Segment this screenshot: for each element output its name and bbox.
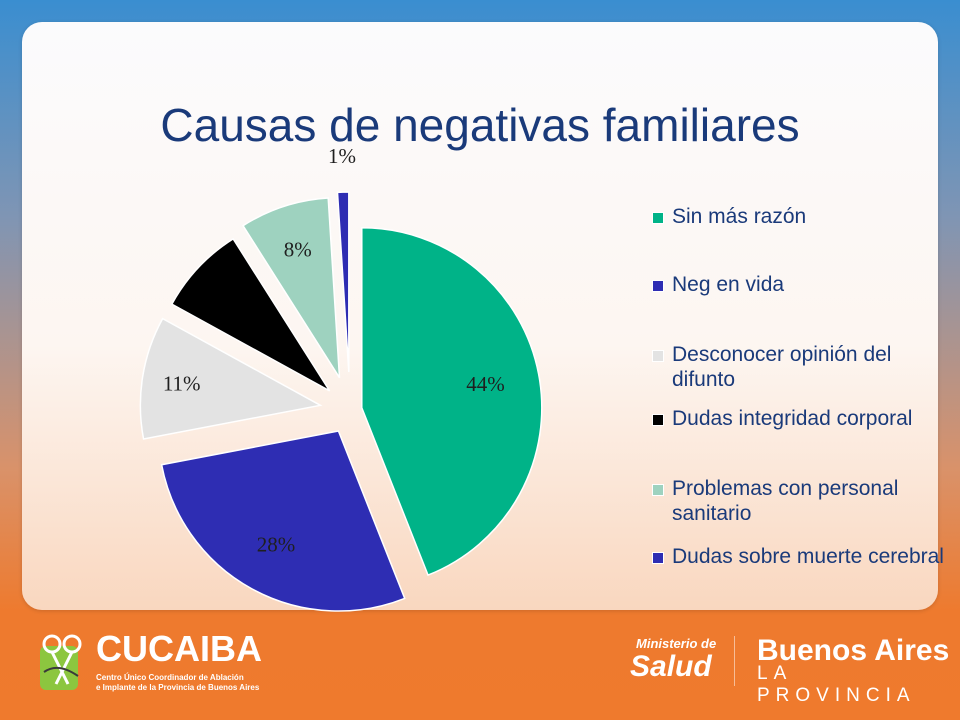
salud-label: Salud bbox=[630, 650, 712, 683]
pie-slice bbox=[160, 430, 406, 612]
pie-slice bbox=[139, 317, 323, 440]
legend-item: Sin más razón bbox=[652, 204, 952, 229]
pie-slice bbox=[336, 191, 350, 373]
legend-swatch bbox=[652, 212, 664, 224]
legend-swatch bbox=[652, 552, 664, 564]
la-provincia-label: LA PROVINCIA bbox=[757, 663, 916, 706]
footer-divider bbox=[734, 636, 735, 686]
cucaiba-name: CUCAIBA bbox=[96, 628, 262, 669]
pie-data-label: 11% bbox=[163, 371, 201, 395]
ministerio-label: Ministerio de bbox=[636, 636, 717, 651]
cucaiba-logo-icon bbox=[40, 634, 82, 690]
buenos-aires-label: Buenos Aires bbox=[757, 634, 950, 667]
pie-slice bbox=[242, 197, 341, 379]
legend-label: Neg en vida bbox=[672, 273, 785, 296]
pie-data-label: 8% bbox=[284, 237, 312, 261]
legend-label: Desconocer opinión del difunto bbox=[672, 343, 892, 391]
legend-item: Dudas sobre muerte cerebral bbox=[652, 544, 952, 569]
pie-data-label: 1% bbox=[328, 144, 356, 168]
legend-item: Dudas integridad corporal bbox=[652, 406, 952, 431]
legend-label: Sin más razón bbox=[672, 205, 807, 228]
legend-item: Desconocer opinión del difunto bbox=[652, 342, 952, 392]
pie-data-label: 28% bbox=[257, 533, 296, 557]
cucaiba-subtitle-2: e Implante de la Provincia de Buenos Air… bbox=[96, 683, 260, 692]
legend-swatch bbox=[652, 484, 664, 496]
pie-data-label: 44% bbox=[466, 372, 505, 396]
cucaiba-subtitle-1: Centro Único Coordinador de Ablación bbox=[96, 673, 244, 682]
legend-item: Problemas con personal sanitario bbox=[652, 476, 952, 526]
page-title: Causas de negativas familiares bbox=[160, 99, 800, 151]
legend-item: Neg en vida bbox=[652, 272, 952, 297]
legend-label: Dudas sobre muerte cerebral bbox=[672, 545, 944, 568]
legend-swatch bbox=[652, 414, 664, 426]
legend-swatch bbox=[652, 350, 664, 362]
legend-label: Problemas con personal sanitario bbox=[672, 477, 899, 525]
pie-slice bbox=[170, 237, 331, 392]
pie-slice bbox=[361, 226, 543, 577]
legend-label: Dudas integridad corporal bbox=[672, 407, 913, 430]
legend-swatch bbox=[652, 280, 664, 292]
